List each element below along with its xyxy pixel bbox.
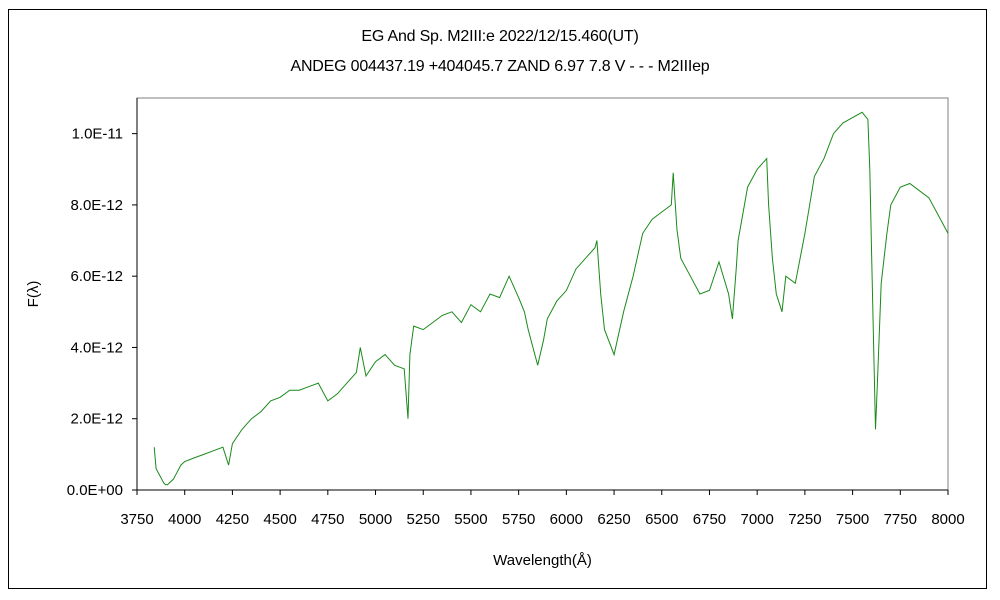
x-tick-label: 7250: [788, 511, 821, 528]
x-tick-label: 5000: [359, 511, 392, 528]
x-tick-label: 8000: [931, 511, 964, 528]
y-tick-label: 1.0E-11: [72, 126, 123, 143]
plot-area: [136, 97, 949, 491]
x-tick-label: 4750: [311, 511, 344, 528]
x-tick-label: 4250: [216, 511, 249, 528]
x-tick-label: 5250: [407, 511, 440, 528]
x-tick-label: 6750: [693, 511, 726, 528]
x-tick-label: 5750: [502, 511, 535, 528]
y-tick-label: 8.0E-12: [70, 197, 123, 214]
x-tick-label: 7000: [740, 511, 773, 528]
x-tick-label: 3750: [120, 511, 153, 528]
y-tick-label: 2.0E-12: [70, 411, 123, 428]
chart-subtitle: ANDEG 004437.19 +404045.7 ZAND 6.97 7.8 …: [290, 58, 710, 75]
y-axis-label: F(λ): [25, 281, 42, 308]
x-tick-label: 6500: [645, 511, 678, 528]
y-tick-label: 0.0E+00: [67, 482, 123, 499]
spectrum-line: [153, 111, 949, 486]
x-tick-label: 6250: [597, 511, 630, 528]
y-tick-label: 6.0E-12: [70, 268, 123, 285]
y-axis: 0.0E+00 2.0E-12 4.0E-12 6.0E-12 8.0E-12 1.0E-…: [67, 98, 138, 499]
x-tick-label: 6000: [550, 511, 583, 528]
x-axis-label: Wavelength(Å): [493, 552, 592, 569]
chart-frame: [8, 9, 987, 589]
x-axis: 3750 4000 4250 4500 4750 5000 5250 5500 5750 6000…: [120, 489, 965, 528]
x-tick-label: 7750: [884, 511, 917, 528]
y-tick-label: 4.0E-12: [70, 339, 123, 356]
x-tick-label: 4000: [168, 511, 201, 528]
x-tick-label: 4500: [263, 511, 296, 528]
x-tick-label: 7500: [836, 511, 869, 528]
chart-title: EG And Sp. M2III:e 2022/12/15.460(UT): [361, 28, 639, 45]
x-tick-label: 5500: [454, 511, 487, 528]
